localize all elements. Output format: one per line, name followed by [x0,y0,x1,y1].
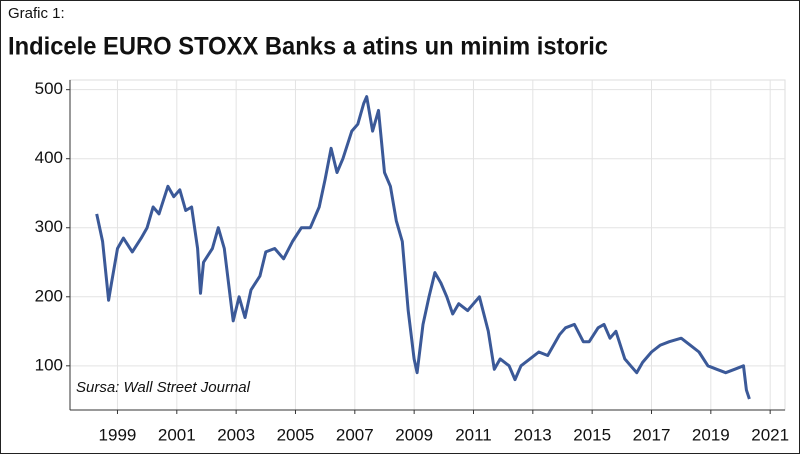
y-tick-label: 200 [35,286,63,305]
line [95,95,751,400]
y-tick-label: 400 [35,148,63,167]
x-tick-label: 2003 [217,425,255,444]
y-tick-label: 300 [35,217,63,236]
chart-title: Indicele EURO STOXX Banks a atins un min… [8,33,608,61]
grid [66,79,786,414]
x-tick-label: 2007 [336,425,374,444]
x-tick-label: 2021 [751,425,789,444]
y-tick-label: 500 [35,79,63,98]
x-tick-label: 2001 [158,425,196,444]
x-tick-label: 2011 [455,425,492,444]
figure-label: Grafic 1: [8,5,65,22]
plot-background [69,79,786,411]
x-tick-label: 2013 [514,425,552,444]
x-tick-label: 1999 [99,425,137,444]
x-tick-label: 2019 [692,425,730,444]
x-tick-label: 2015 [573,425,611,444]
x-tick-label: 2005 [277,425,315,444]
plot [95,95,751,400]
x-tick-label: 2009 [395,425,433,444]
annotation: Sursa: Wall Street Journal [76,379,251,396]
y-tick-label: 100 [35,355,63,374]
x-tick-label: 2017 [633,425,671,444]
